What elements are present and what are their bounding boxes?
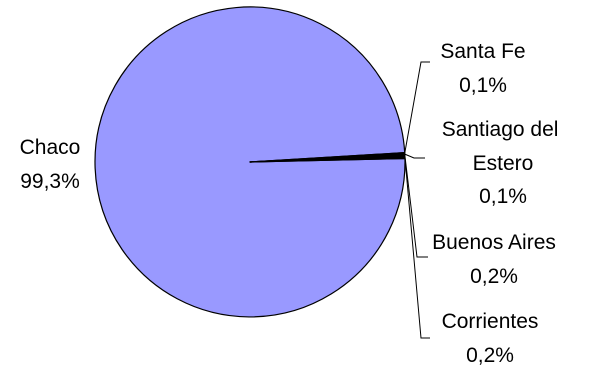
label-corrientes-name: Corrientes: [442, 310, 539, 333]
label-santa-fe-value: 0,1%: [459, 74, 507, 97]
leader-line-buenos-aires: [404, 155, 428, 258]
label-buenos-aires-name: Buenos Aires: [432, 231, 556, 254]
label-santiago-name: Santiago del Estero: [442, 118, 565, 175]
label-santiago-value: 0,1%: [479, 185, 527, 208]
leader-line-corrientes: [404, 157, 430, 339]
label-santiago-name-line1: Santiago del: [442, 118, 559, 141]
label-santiago-name-line2: Estero: [473, 152, 534, 175]
label-chaco-value: 99,3%: [20, 170, 80, 193]
leader-lines: [404, 61, 430, 339]
leader-line-santa-fe: [404, 61, 430, 154]
leader-line-santiago-del-estero: [404, 153, 425, 159]
label-chaco-name: Chaco: [20, 136, 81, 159]
pie-slices: [94, 6, 406, 318]
label-buenos-aires-value: 0,2%: [470, 265, 518, 288]
label-corrientes-value: 0,2%: [466, 344, 514, 367]
label-santa-fe-name: Santa Fe: [440, 40, 525, 63]
